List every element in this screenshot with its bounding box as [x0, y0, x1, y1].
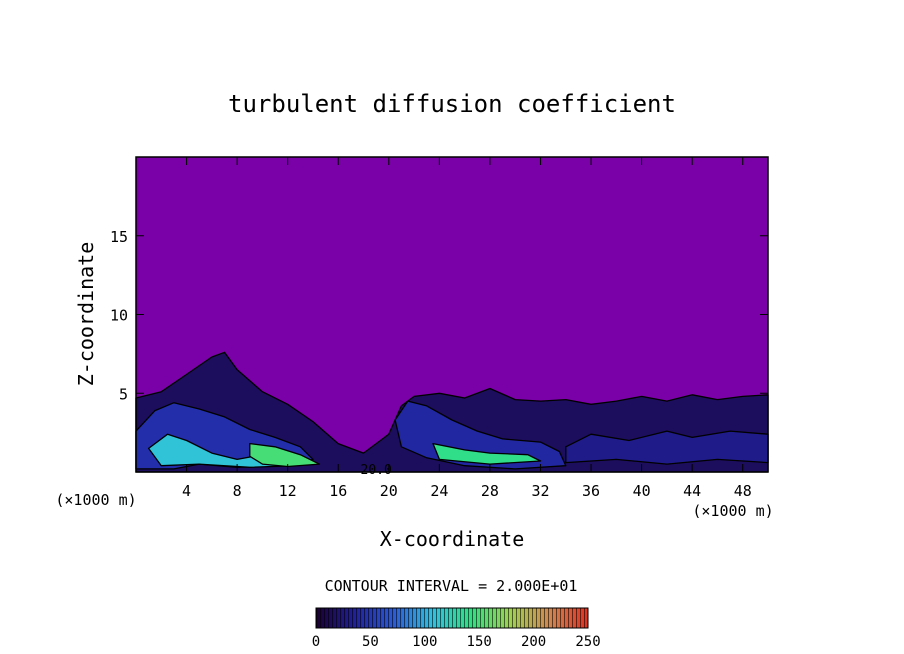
x-tick-label: 20 [380, 482, 398, 500]
colorbar-ticks: 0 50 100 150 200 250 [312, 634, 601, 650]
x-tick-label: 32 [531, 482, 549, 500]
x-tick-label: 48 [734, 482, 752, 500]
x-tick-label: 16 [329, 482, 347, 500]
x-unit-label: (×1000 m) [55, 491, 136, 509]
contour-region-peak-band-left [249, 442, 320, 468]
x-tick-label: 36 [582, 482, 600, 500]
contour-interval-note: CONTOUR INTERVAL = 2.000E+01 [325, 577, 578, 595]
chart-title: turbulent diffusion coefficient [228, 90, 676, 118]
x-tick-label: 12 [279, 482, 297, 500]
contour-region-right-mixed-zone [565, 430, 769, 465]
y-tick-label: 10 [110, 307, 128, 325]
colorbar-frame [315, 607, 589, 629]
contour-region-peak-band-center [432, 442, 542, 465]
y-axis-label: Z-coordinate [74, 242, 98, 387]
x-tick-label: 24 [430, 482, 448, 500]
y-tick-label: 5 [119, 385, 128, 403]
contour-regions [135, 351, 769, 473]
colorbar-tick-label: 0 [312, 634, 320, 650]
x-tick-label: 28 [481, 482, 499, 500]
colorbar-hatch [316, 608, 588, 628]
inline-contour-label: 20.0 [361, 463, 392, 478]
y-unit-label: (×1000 m) [692, 502, 773, 520]
colorbar-tick-label: 100 [412, 634, 437, 650]
colorbar-tick-label: 250 [575, 634, 600, 650]
x-tick-label: 4 [182, 482, 191, 500]
x-tick-label: 40 [633, 482, 651, 500]
colorbar-tick-label: 50 [362, 634, 379, 650]
y-tick-label: 15 [110, 228, 128, 246]
x-tick-label: 44 [683, 482, 701, 500]
colorbar-tick-label: 150 [467, 634, 492, 650]
colorbar-tick-label: 200 [521, 634, 546, 650]
x-tick-label: 8 [233, 482, 242, 500]
colorbar: 0 50 100 150 200 250 [312, 607, 601, 650]
x-axis-label: X-coordinate [380, 527, 525, 551]
